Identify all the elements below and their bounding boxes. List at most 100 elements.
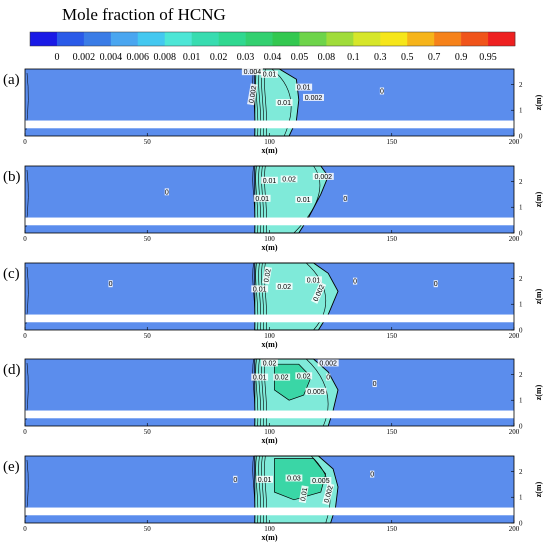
contour-label-bg bbox=[372, 380, 377, 388]
colorbar-border bbox=[29, 31, 516, 47]
contour-label: 0.01 bbox=[307, 277, 321, 284]
contour-label: 0.002 bbox=[248, 85, 258, 104]
colorbar-tick-label: 0 bbox=[54, 52, 59, 63]
colorbar-tick-label: 0.9 bbox=[455, 52, 468, 63]
contour-label: 0.01 bbox=[253, 375, 267, 382]
contour-line bbox=[252, 165, 256, 234]
obstacle-strip bbox=[25, 507, 514, 516]
contour-label: 0 bbox=[109, 281, 113, 288]
contour-line bbox=[293, 165, 321, 234]
z-tick-label: 1 bbox=[519, 494, 523, 502]
panel-label: (a) bbox=[3, 72, 20, 88]
contour-label-bg bbox=[233, 475, 238, 483]
contour-line bbox=[305, 358, 329, 427]
colorbar-tick-label: 0.5 bbox=[401, 52, 414, 63]
contour-label-bg bbox=[295, 372, 313, 380]
x-tick-label: 100 bbox=[264, 235, 275, 243]
x-tick-label: 200 bbox=[509, 428, 520, 436]
contour-line bbox=[252, 262, 256, 331]
x-tick-label: 0 bbox=[23, 525, 27, 533]
contour-label-bg bbox=[305, 387, 327, 395]
x-tick-label: 150 bbox=[387, 525, 398, 533]
z-tick-label: 0 bbox=[519, 327, 523, 335]
colorbar-segment bbox=[299, 32, 327, 46]
contour-label-bg bbox=[379, 87, 385, 95]
contour-line bbox=[305, 262, 327, 331]
colorbar-segment bbox=[461, 32, 489, 46]
contour-label-bg bbox=[256, 475, 274, 483]
contour-label: 0.005 bbox=[312, 478, 330, 485]
z-tick-label: 2 bbox=[519, 371, 523, 379]
colorbar-segment bbox=[83, 32, 112, 46]
colorbar-segment bbox=[110, 32, 139, 46]
x-tick-label: 100 bbox=[264, 525, 275, 533]
obstacle-strip bbox=[25, 410, 514, 419]
colorbar-tick-label: 0.04 bbox=[264, 52, 282, 63]
contour-label-bg bbox=[275, 282, 293, 290]
contour-label: 0.01 bbox=[263, 72, 277, 79]
contour-label-bg bbox=[164, 188, 169, 196]
contour-label-bg bbox=[261, 359, 278, 367]
colorbar-segment bbox=[434, 32, 462, 46]
contour-label-bg bbox=[305, 276, 322, 284]
contour-label-bg bbox=[295, 196, 313, 204]
z-axis-label: z(m) bbox=[534, 191, 543, 207]
x-tick-label: 50 bbox=[144, 138, 152, 146]
contour-label: 0 bbox=[343, 196, 347, 203]
x-tick-label: 150 bbox=[387, 428, 398, 436]
x-tick-label: 200 bbox=[509, 138, 520, 146]
z-tick-label: 2 bbox=[519, 275, 523, 283]
contour-label-bg bbox=[261, 176, 278, 184]
z-tick-label: 0 bbox=[519, 423, 523, 431]
contour-label-bg bbox=[303, 93, 325, 101]
colorbar-tick-label: 0.002 bbox=[73, 52, 96, 63]
z-tick-label: 2 bbox=[519, 81, 523, 89]
contour-label: 0 bbox=[233, 477, 237, 484]
colorbar-segment bbox=[353, 32, 381, 46]
x-tick-label: 200 bbox=[509, 332, 520, 340]
contour-label-bg bbox=[241, 68, 263, 76]
contour-label-bg bbox=[370, 470, 375, 478]
x-axis-label: x(m) bbox=[262, 146, 278, 155]
obstacle-strip bbox=[25, 217, 514, 226]
contour-label-bg bbox=[253, 194, 271, 202]
x-axis-label: x(m) bbox=[262, 340, 278, 349]
contour-label: 0.02 bbox=[297, 373, 311, 380]
contour-label: 0.01 bbox=[255, 196, 269, 203]
colorbar-segment bbox=[56, 32, 85, 46]
contour-label-bg bbox=[433, 280, 438, 288]
contour-line bbox=[252, 358, 256, 427]
contour-label-bg bbox=[310, 477, 332, 485]
contour-label-bg bbox=[275, 99, 293, 107]
contour-label-bg bbox=[343, 194, 348, 202]
contour-label-bg bbox=[108, 280, 113, 288]
contour-line bbox=[252, 455, 256, 524]
obstacle-strip bbox=[25, 314, 514, 323]
contour-line bbox=[255, 455, 259, 524]
z-tick-label: 1 bbox=[519, 107, 523, 115]
contour-label: 0.004 bbox=[244, 69, 262, 76]
contour-label: 0.01 bbox=[297, 85, 311, 92]
panel-b: 0.01 0.02 0.002 0 0.01 0.01 0 0 50 100 150 200 x(m) 0… bbox=[3, 165, 543, 252]
z-tick-label: 1 bbox=[519, 204, 523, 212]
z-tick-label: 0 bbox=[519, 520, 523, 528]
colorbar-segment bbox=[326, 32, 354, 46]
z-axis-label: z(m) bbox=[534, 288, 543, 304]
colorbar-segment bbox=[218, 32, 246, 46]
x-tick-label: 50 bbox=[144, 525, 152, 533]
colorbar-tick-label: 0.95 bbox=[479, 52, 497, 63]
x-tick-label: 150 bbox=[387, 235, 398, 243]
contour-label: 0 bbox=[370, 472, 374, 479]
colorbar-tick-label: 0.006 bbox=[127, 52, 150, 63]
colorbar-tick-label: 0.3 bbox=[374, 52, 387, 63]
contour-line bbox=[261, 455, 265, 524]
obstacle-strip bbox=[25, 120, 514, 129]
contour-label: 0.002 bbox=[324, 485, 335, 504]
contour-line bbox=[258, 262, 262, 331]
contour-label-bg bbox=[262, 266, 272, 285]
contour-label: 0 bbox=[373, 381, 377, 388]
contour-label-bg bbox=[251, 285, 269, 293]
colorbar-segment bbox=[380, 32, 408, 46]
